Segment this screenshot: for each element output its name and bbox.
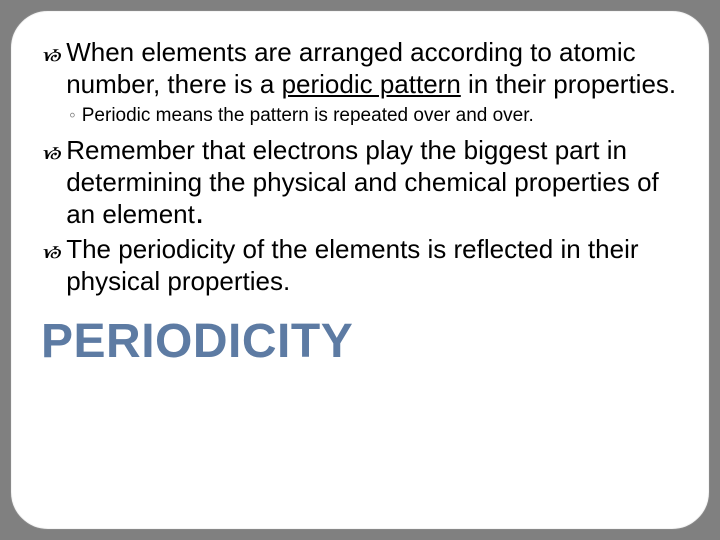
sub-marker-icon: ◦ xyxy=(69,104,76,129)
bullet-1: ᏹ When elements are arranged according t… xyxy=(63,37,683,100)
bullet-2: ᏹ Remember that electrons play the bigge… xyxy=(63,135,683,230)
bullet-marker-icon: ᏹ xyxy=(41,135,60,166)
sub-bullet-1: ◦ Periodic means the pattern is repeated… xyxy=(69,104,683,129)
bullet-marker-icon: ᏹ xyxy=(41,37,60,68)
slide-card: ᏹ When elements are arranged according t… xyxy=(10,10,710,530)
bullet-2-period: . xyxy=(195,193,204,231)
bullet-1-post: in their properties. xyxy=(461,69,676,99)
bullet-2-body: Remember that electrons play the biggest… xyxy=(66,135,659,228)
bullet-3: ᏹ The periodicity of the elements is ref… xyxy=(63,234,683,297)
bullet-marker-icon: ᏹ xyxy=(41,234,60,265)
sub-bullet-1-text: Periodic means the pattern is repeated o… xyxy=(82,104,534,129)
slide-title: PERIODICITY xyxy=(41,314,683,369)
bullet-3-text: The periodicity of the elements is refle… xyxy=(66,234,683,297)
bullet-1-text: When elements are arranged according to … xyxy=(66,37,683,100)
bullet-1-underlined: periodic pattern xyxy=(282,69,461,99)
bullet-2-text: Remember that electrons play the biggest… xyxy=(66,135,683,230)
